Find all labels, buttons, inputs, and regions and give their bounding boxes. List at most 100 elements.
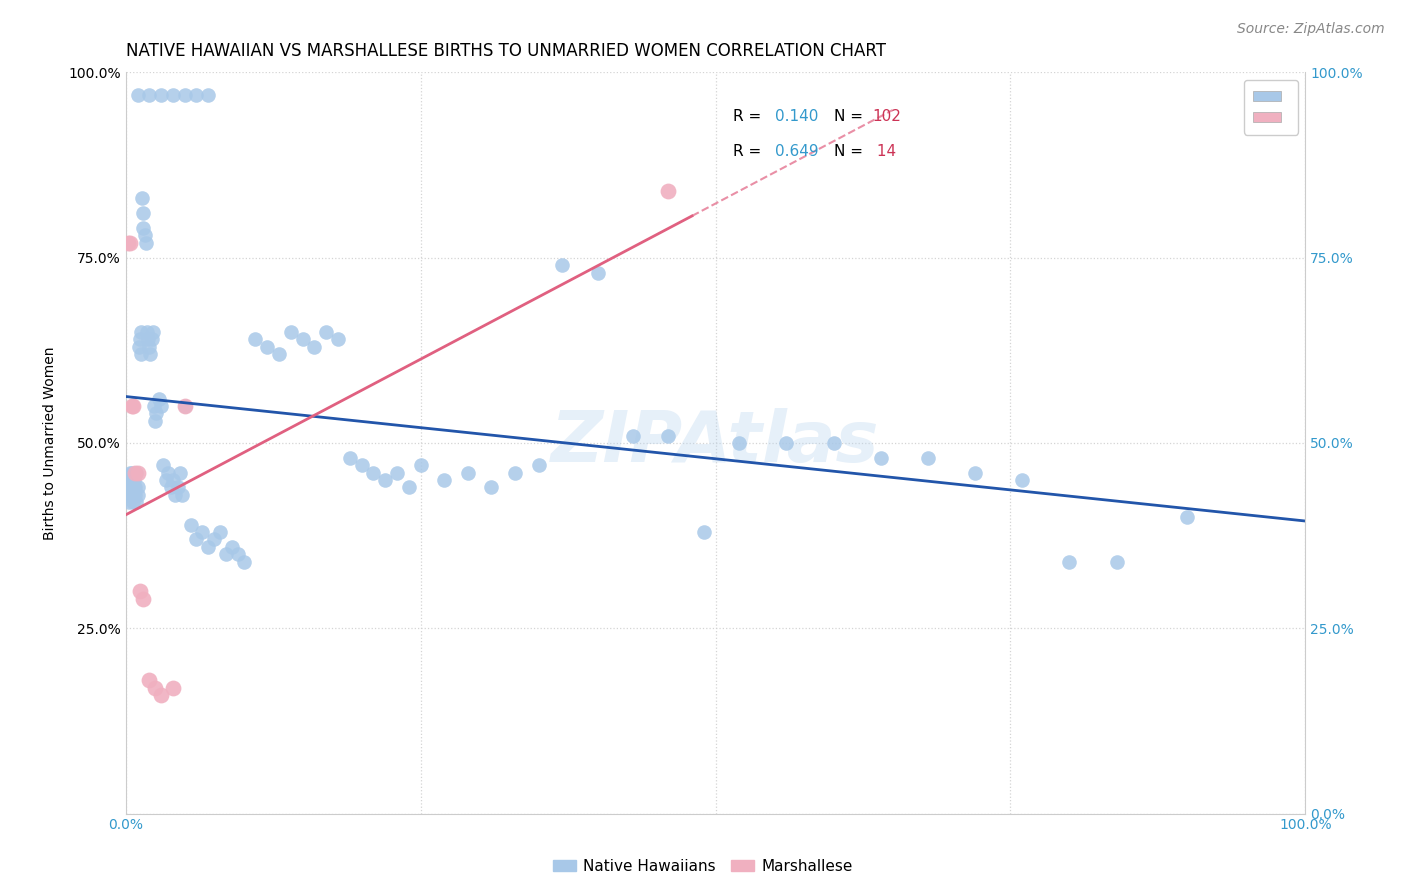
- Point: [139, 347, 162, 361]
- Point: [433, 473, 456, 487]
- Point: [148, 392, 170, 406]
- Point: [173, 399, 195, 413]
- Point: [134, 228, 156, 243]
- Point: [115, 480, 138, 494]
- Point: [132, 221, 155, 235]
- Point: [121, 488, 143, 502]
- Point: [143, 414, 166, 428]
- Text: 14: 14: [873, 145, 897, 160]
- Point: [221, 540, 243, 554]
- Point: [657, 428, 679, 442]
- Text: 0.649: 0.649: [775, 145, 818, 160]
- Point: [157, 466, 180, 480]
- Point: [180, 517, 202, 532]
- Point: [398, 480, 420, 494]
- Point: [121, 466, 143, 480]
- Point: [823, 436, 845, 450]
- Point: [124, 480, 146, 494]
- Point: [127, 480, 149, 494]
- Point: [232, 555, 254, 569]
- Text: ZIPAtlas: ZIPAtlas: [551, 409, 880, 477]
- Point: [165, 488, 187, 502]
- Point: [132, 591, 155, 606]
- Point: [124, 488, 146, 502]
- Point: [162, 681, 184, 695]
- Point: [363, 466, 385, 480]
- Point: [121, 488, 143, 502]
- Point: [135, 235, 157, 250]
- Point: [128, 584, 150, 599]
- Point: [197, 540, 219, 554]
- Point: [138, 673, 160, 687]
- Point: [121, 495, 143, 509]
- Point: [315, 325, 337, 339]
- Point: [191, 524, 214, 539]
- Point: [197, 87, 219, 102]
- Point: [129, 325, 152, 339]
- Point: [129, 347, 152, 361]
- Point: [125, 466, 148, 480]
- Point: [145, 406, 167, 420]
- Point: [481, 480, 503, 494]
- Point: [143, 399, 166, 413]
- Text: 102: 102: [873, 110, 901, 125]
- Text: N =: N =: [834, 110, 868, 125]
- Point: [657, 184, 679, 198]
- Point: [245, 332, 267, 346]
- Point: [409, 458, 432, 473]
- Point: [128, 340, 150, 354]
- Point: [120, 480, 142, 494]
- Text: N =: N =: [834, 145, 868, 160]
- Point: [457, 466, 479, 480]
- Point: [173, 87, 195, 102]
- Point: [122, 473, 145, 487]
- Point: [775, 436, 797, 450]
- Point: [385, 466, 408, 480]
- Point: [142, 325, 165, 339]
- Point: [693, 524, 716, 539]
- Point: [186, 87, 208, 102]
- Point: [141, 332, 163, 346]
- Text: Source: ZipAtlas.com: Source: ZipAtlas.com: [1237, 22, 1385, 37]
- Point: [122, 480, 145, 494]
- Point: [527, 458, 550, 473]
- Point: [150, 399, 173, 413]
- Point: [155, 473, 177, 487]
- Point: [143, 681, 166, 695]
- Text: R =: R =: [734, 145, 766, 160]
- Point: [256, 340, 278, 354]
- Point: [1105, 555, 1128, 569]
- Point: [127, 488, 149, 502]
- Point: [621, 428, 644, 442]
- Point: [226, 547, 249, 561]
- Point: [173, 399, 195, 413]
- Point: [202, 533, 225, 547]
- Point: [121, 399, 143, 413]
- Point: [374, 473, 396, 487]
- Point: [120, 235, 142, 250]
- Point: [128, 332, 150, 346]
- Point: [280, 325, 302, 339]
- Point: [304, 340, 326, 354]
- Point: [136, 332, 159, 346]
- Text: R =: R =: [734, 110, 766, 125]
- Point: [152, 458, 174, 473]
- Point: [124, 466, 146, 480]
- Point: [1059, 555, 1081, 569]
- Point: [118, 495, 141, 509]
- Point: [138, 340, 160, 354]
- Point: [172, 488, 194, 502]
- Point: [350, 458, 373, 473]
- Point: [150, 688, 173, 702]
- Y-axis label: Births to Unmarried Women: Births to Unmarried Women: [44, 346, 58, 540]
- Point: [138, 87, 160, 102]
- Point: [209, 524, 232, 539]
- Legend: Native Hawaiians, Marshallese: Native Hawaiians, Marshallese: [547, 853, 859, 880]
- Point: [162, 473, 184, 487]
- Point: [166, 480, 188, 494]
- Point: [120, 466, 142, 480]
- Point: [150, 87, 173, 102]
- Point: [1011, 473, 1033, 487]
- Point: [117, 235, 139, 250]
- Point: [339, 450, 361, 465]
